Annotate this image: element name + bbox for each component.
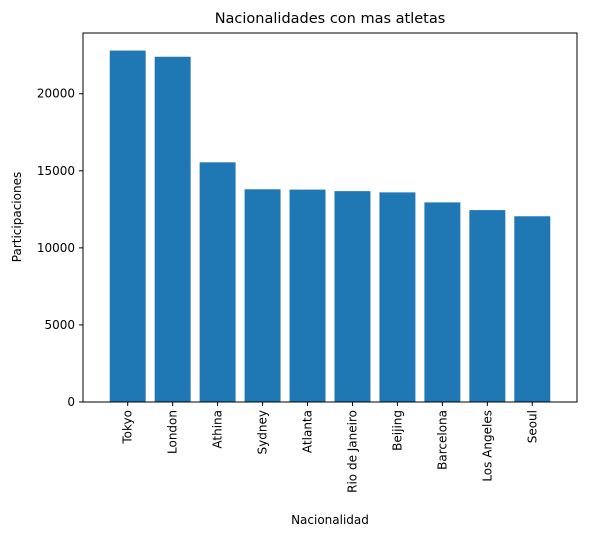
- y-tick-label-5000: 5000: [44, 318, 75, 332]
- x-tick-label-sydney: Sydney: [256, 410, 270, 454]
- x-tick-label-los-angeles: Los Angeles: [480, 410, 494, 482]
- bar-atlanta: [289, 189, 326, 402]
- x-tick-label-tokyo: Tokyo: [121, 410, 135, 445]
- chart-title: Nacionalidades con mas atletas: [215, 11, 446, 27]
- bar-seoul: [514, 216, 551, 402]
- x-tick-label-london: London: [166, 410, 180, 454]
- bar-beijing: [379, 192, 416, 402]
- y-tick-label-20000: 20000: [37, 87, 75, 101]
- bar-athina: [199, 162, 236, 402]
- x-tick-label-beijing: Beijing: [390, 410, 404, 451]
- bar-los-angeles: [469, 210, 506, 402]
- y-tick-label-0: 0: [67, 395, 75, 409]
- y-axis-ticks: 0 5000 10000 15000 20000: [37, 87, 83, 409]
- bar-barcelona: [424, 202, 461, 402]
- x-tick-label-seoul: Seoul: [525, 410, 539, 443]
- x-tick-label-rio-de-janeiro: Rio de Janeiro: [345, 410, 359, 493]
- x-tick-label-barcelona: Barcelona: [435, 410, 449, 470]
- bar-tokyo: [109, 50, 146, 402]
- y-axis-title: Participaciones: [10, 172, 24, 262]
- x-axis-title: Nacionalidad: [291, 513, 369, 527]
- x-tick-label-athina: Athina: [211, 410, 225, 449]
- bar-sydney: [244, 189, 281, 402]
- x-tick-label-atlanta: Atlanta: [301, 410, 315, 453]
- x-axis-ticks: Tokyo London Athina Sydney Atlanta Rio de Jan…: [121, 402, 539, 493]
- y-tick-label-10000: 10000: [37, 241, 75, 255]
- bar-rio-de-janeiro: [334, 191, 371, 402]
- y-tick-label-15000: 15000: [37, 164, 75, 178]
- bars-group: [109, 50, 551, 403]
- plot-area-frame: [82, 32, 578, 403]
- bar-london: [154, 56, 191, 403]
